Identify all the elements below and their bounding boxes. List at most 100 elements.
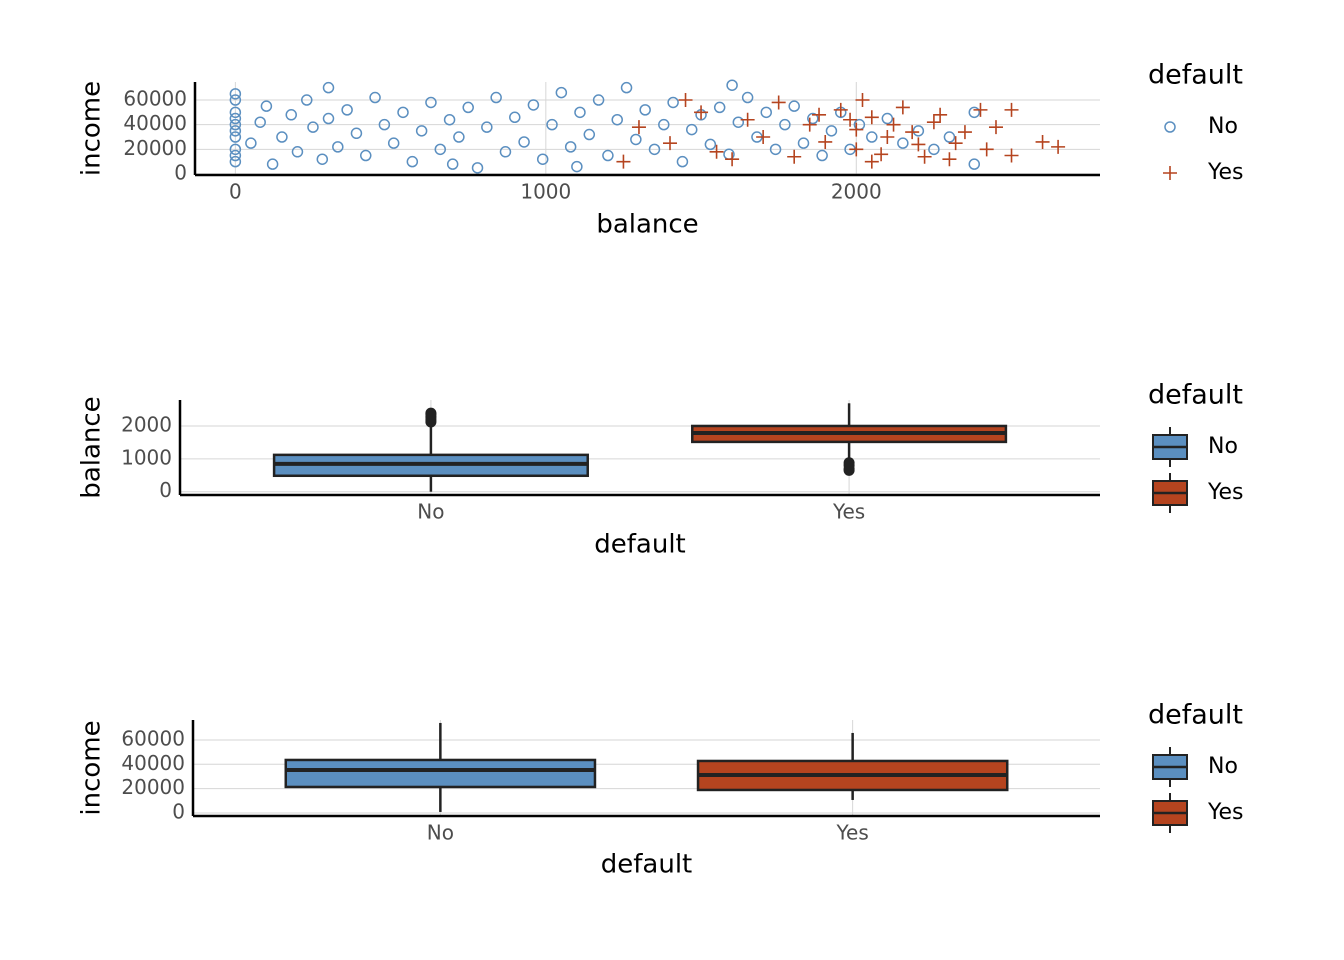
point <box>740 112 755 127</box>
point <box>979 142 994 157</box>
point <box>797 137 810 149</box>
point <box>229 131 242 143</box>
point <box>787 149 802 164</box>
point <box>425 96 437 109</box>
x-tick-label: 1000 <box>520 180 571 204</box>
box <box>284 758 597 789</box>
point <box>726 79 738 91</box>
point <box>266 158 279 170</box>
point <box>807 112 819 125</box>
point <box>415 125 428 137</box>
point <box>812 107 827 122</box>
point <box>760 106 773 119</box>
y-tick-label: 2000 <box>121 412 172 436</box>
point <box>663 136 678 151</box>
point <box>948 136 963 151</box>
point <box>933 107 948 122</box>
point <box>988 120 1003 135</box>
point <box>620 81 633 94</box>
point <box>446 158 459 170</box>
legend-label: Yes <box>1207 160 1244 185</box>
point <box>571 160 583 173</box>
point <box>322 112 335 125</box>
outlier <box>425 407 437 419</box>
point <box>630 133 642 146</box>
point <box>741 91 754 104</box>
point <box>229 118 242 131</box>
y-tick-label: 0 <box>159 478 172 502</box>
point <box>316 153 329 165</box>
point <box>387 137 400 149</box>
point <box>350 127 363 140</box>
point <box>1004 148 1019 163</box>
point <box>725 152 740 167</box>
point <box>518 136 530 148</box>
y-tick-label: 0 <box>174 161 187 185</box>
point <box>462 101 474 114</box>
point <box>864 154 879 169</box>
y-tick-label: 0 <box>172 799 185 823</box>
point <box>301 94 313 106</box>
point <box>322 81 335 94</box>
point <box>769 143 782 156</box>
point <box>942 152 957 167</box>
point <box>245 137 257 149</box>
x-axis-title: default <box>601 850 692 880</box>
point <box>943 131 956 143</box>
legend-label: No <box>1208 754 1238 779</box>
legend-label: No <box>1208 114 1238 139</box>
point <box>341 104 353 116</box>
point <box>471 162 484 174</box>
point <box>499 146 512 158</box>
point <box>849 122 864 137</box>
point <box>307 121 319 133</box>
y-tick-label: 40000 <box>123 111 187 135</box>
point <box>895 100 910 115</box>
point <box>397 106 409 119</box>
point <box>928 143 940 156</box>
point <box>254 116 266 128</box>
legend-label: No <box>1208 434 1238 459</box>
point <box>1004 102 1019 117</box>
legend-label: Yes <box>1207 480 1244 505</box>
point <box>802 117 817 132</box>
point <box>709 144 724 159</box>
x-axis-title: default <box>594 530 685 560</box>
point <box>926 115 941 130</box>
point <box>756 130 771 145</box>
point <box>676 155 689 168</box>
point <box>536 153 549 165</box>
point <box>631 120 646 135</box>
y-axis-title: balance <box>77 396 107 498</box>
point <box>886 117 901 132</box>
point <box>973 102 988 117</box>
point <box>229 106 242 119</box>
point <box>369 91 381 104</box>
point <box>229 112 242 125</box>
point <box>704 138 717 151</box>
point <box>453 131 465 143</box>
point <box>779 118 791 131</box>
point <box>968 106 981 119</box>
point <box>616 154 631 169</box>
point <box>1035 134 1050 149</box>
point <box>788 100 800 112</box>
x-tick-label: No <box>427 821 454 845</box>
point <box>694 105 709 120</box>
point <box>874 147 889 162</box>
point <box>229 94 242 106</box>
point <box>229 125 242 137</box>
point <box>276 131 288 143</box>
point <box>611 113 623 126</box>
point <box>912 125 925 137</box>
point <box>229 155 242 168</box>
x-tick-label: Yes <box>835 821 868 845</box>
point <box>639 104 651 116</box>
point <box>260 100 273 112</box>
point <box>897 137 909 149</box>
point <box>332 141 344 153</box>
point <box>1051 139 1066 154</box>
point <box>905 125 920 140</box>
point <box>855 93 870 108</box>
